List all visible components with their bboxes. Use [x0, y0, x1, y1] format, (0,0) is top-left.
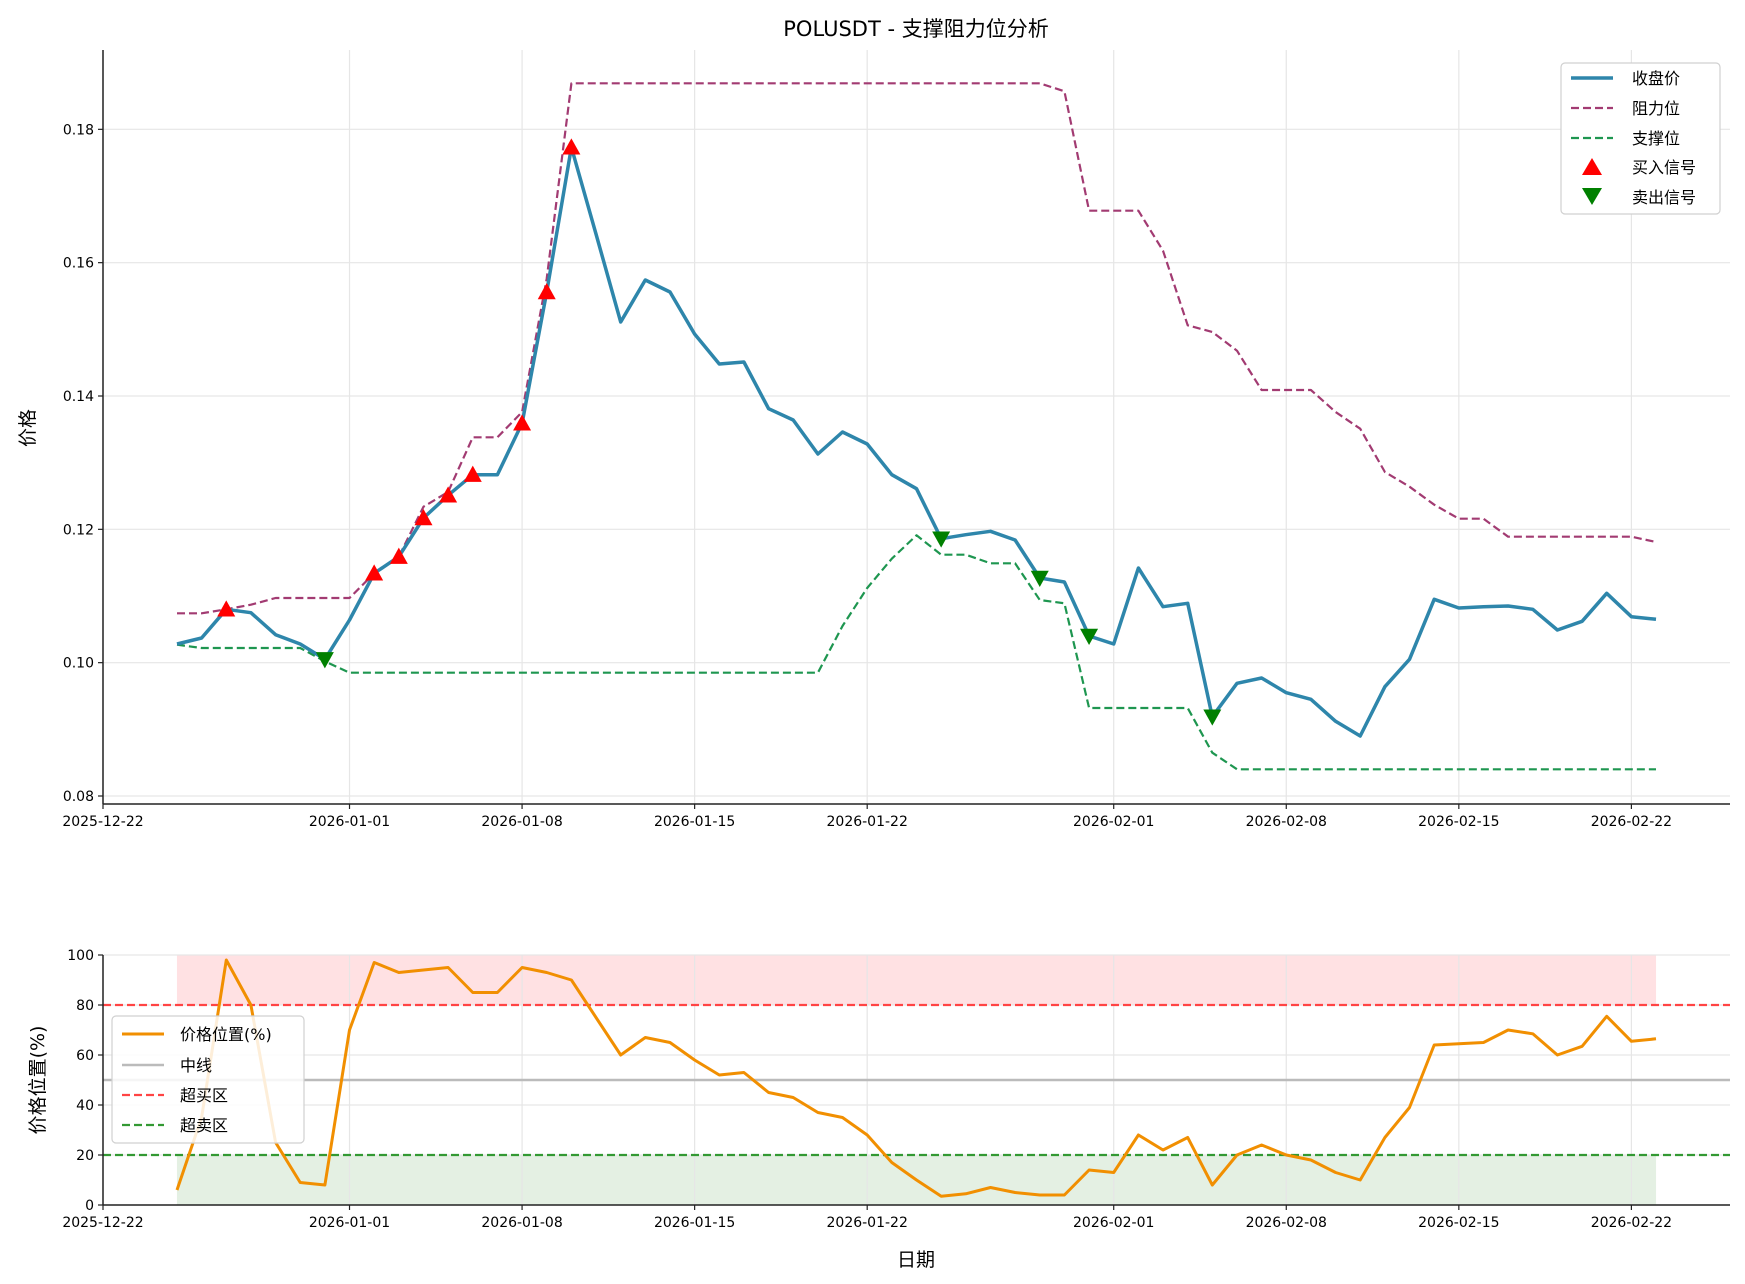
sell-signal-marker: [315, 652, 334, 669]
legend-overbought-label: 超买区: [180, 1086, 228, 1105]
position-axes: 2025-12-22 2026-01-01 2026-01-08 2026-01-15…: [62, 948, 1730, 1231]
x-tick-label: 2026-02-08: [1246, 1215, 1327, 1231]
price-y-label: 价格: [17, 409, 39, 447]
sell-signal-marker: [932, 531, 951, 548]
legend-buy-marker-icon: [1582, 158, 1602, 175]
x-tick-label: 2026-02-15: [1418, 1215, 1499, 1231]
x-tick-label: 2025-12-22: [62, 1215, 143, 1231]
price-legend: 收盘价 阻力位 支撑位 买入信号 卖出信号: [1560, 62, 1721, 215]
legend-support-label: 支撑位: [1632, 129, 1680, 148]
sell-signal-marker: [1203, 709, 1222, 726]
x-tick-label: 2026-02-01: [1073, 814, 1154, 830]
x-tick-label: 2026-01-15: [654, 814, 735, 830]
legend-buy-label: 买入信号: [1632, 158, 1696, 177]
buy-signal-marker: [439, 486, 458, 503]
y-tick-label: 0: [85, 1198, 94, 1214]
position-legend: 价格位置(%) 中线 超买区 超卖区: [111, 1015, 305, 1144]
x-tick-label: 2026-02-22: [1591, 814, 1672, 830]
legend-sell-label: 卖出信号: [1632, 188, 1696, 207]
buy-signal-marker: [537, 283, 556, 300]
series-line: [176, 534, 1656, 771]
y-tick-label: 0.08: [63, 789, 94, 805]
legend-oversold-label: 超卖区: [180, 1116, 228, 1135]
sell-signal-marker: [1030, 570, 1049, 587]
x-tick-label: 2026-02-15: [1418, 814, 1499, 830]
buy-signal-marker: [217, 600, 236, 617]
y-tick-label: 0.18: [63, 122, 94, 138]
buy-signal-marker: [513, 414, 532, 431]
series-line: [176, 145, 1657, 738]
position-y-label: 价格位置(%): [27, 1026, 49, 1135]
x-axis-label: 日期: [897, 1249, 935, 1271]
y-tick-label: 40: [76, 1098, 94, 1114]
y-tick-label: 0.16: [63, 256, 94, 272]
y-tick-label: 0.10: [63, 656, 94, 672]
y-tick-label: 20: [76, 1148, 94, 1164]
buy-signal-marker: [463, 465, 482, 482]
buy-signal-marker: [414, 509, 433, 526]
x-tick-label: 2025-12-22: [62, 814, 143, 830]
series-line: [175, 958, 1657, 1198]
x-tick-label: 2026-02-01: [1073, 1215, 1154, 1231]
buy-signal-marker: [562, 138, 581, 155]
buy-signal-marker: [389, 547, 408, 564]
x-tick-label: 2026-01-15: [654, 1215, 735, 1231]
legend-sell-marker-icon: [1582, 188, 1602, 205]
x-tick-label: 2026-01-22: [827, 1215, 908, 1231]
price-axes: 2025-12-22 2026-01-01 2026-01-08 2026-01-15…: [62, 50, 1730, 830]
y-tick-label: 100: [67, 948, 94, 964]
x-tick-label: 2026-01-08: [481, 1215, 562, 1231]
y-tick-label: 0.14: [63, 389, 94, 405]
legend-position-label: 价格位置(%): [180, 1025, 272, 1044]
legend-close-label: 收盘价: [1632, 69, 1680, 88]
series-line: [177, 82, 1657, 615]
legend-resistance-label: 阻力位: [1632, 99, 1680, 118]
legend-midline-label: 中线: [180, 1056, 212, 1075]
x-tick-label: 2026-01-01: [309, 1215, 390, 1231]
chart-title: POLUSDT - 支撑阻力位分析: [783, 17, 1048, 41]
zone-band: [176, 955, 1657, 1005]
y-tick-label: 80: [76, 998, 94, 1014]
sell-signal-marker: [1080, 628, 1099, 645]
y-tick-label: 60: [76, 1048, 94, 1064]
y-tick-label: 0.12: [63, 522, 94, 538]
x-tick-label: 2026-01-08: [481, 814, 562, 830]
x-tick-label: 2026-02-08: [1246, 814, 1327, 830]
buy-signal-marker: [365, 564, 384, 581]
x-tick-label: 2026-01-22: [827, 814, 908, 830]
x-tick-label: 2026-01-01: [309, 814, 390, 830]
x-tick-label: 2026-02-22: [1591, 1215, 1672, 1231]
